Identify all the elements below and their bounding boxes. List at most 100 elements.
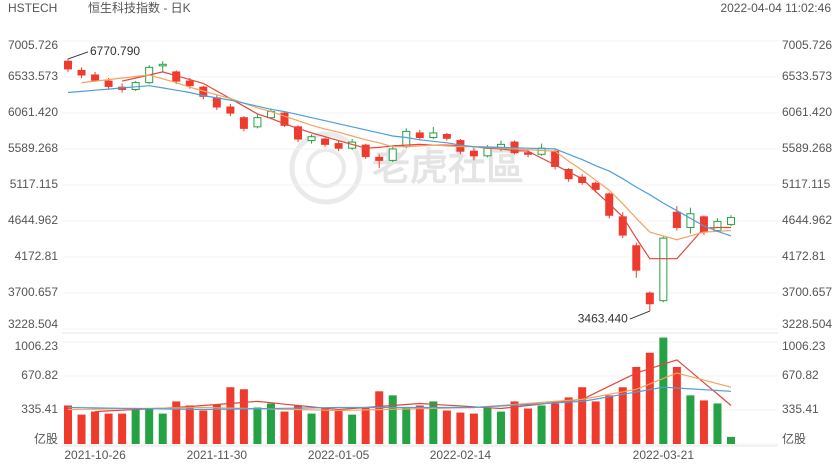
volume-bar xyxy=(672,366,681,444)
annotation-label: 3463.440 xyxy=(578,311,628,325)
volume-bar xyxy=(605,395,614,444)
x-tick-label: 2021-10-26 xyxy=(64,448,126,462)
y-tick-label-right: 670.82 xyxy=(782,368,819,382)
volume-bar xyxy=(524,408,533,444)
volume-bar xyxy=(727,436,735,444)
y-tick-label-right: 3228.504 xyxy=(782,317,832,331)
volume-bar xyxy=(415,405,424,444)
y-tick-label: 670.82 xyxy=(21,368,58,382)
volume-bar xyxy=(172,401,181,444)
volume-bar xyxy=(266,403,275,444)
candle-body xyxy=(91,74,100,81)
volume-bar xyxy=(131,409,140,444)
volume-bar xyxy=(496,411,505,444)
candle-body xyxy=(158,63,167,67)
candle-body xyxy=(77,69,86,76)
candle-body xyxy=(212,97,221,108)
y-tick-label: 3700.657 xyxy=(8,285,58,299)
timestamp: 2022-04-04 11:02:46 xyxy=(720,1,831,15)
volume-bar xyxy=(104,413,113,444)
volume-bar xyxy=(632,366,641,444)
candle-body xyxy=(375,156,384,161)
volume-bar xyxy=(334,410,343,444)
volume-bar xyxy=(483,407,492,444)
x-tick-label: 2022-02-14 xyxy=(430,448,492,462)
y-tick-label-right: 3700.657 xyxy=(782,285,832,299)
annotation-leader xyxy=(629,310,651,320)
volume-bar xyxy=(429,401,438,444)
moving-average-line xyxy=(95,359,732,413)
candle-body xyxy=(253,117,262,128)
y-tick-label-right: 335.41 xyxy=(782,402,819,416)
candle-body xyxy=(713,220,722,232)
candle-body xyxy=(64,60,72,70)
volume-bar xyxy=(348,414,357,444)
y-tick-label-right: 亿股 xyxy=(782,431,806,446)
volume-bar xyxy=(321,408,330,444)
y-tick-label: 3228.504 xyxy=(8,317,58,331)
volume-bar xyxy=(578,387,587,444)
volume-bar xyxy=(118,413,127,444)
candle-body xyxy=(672,211,681,228)
volume-bar xyxy=(659,337,668,444)
volume-bar xyxy=(185,405,194,444)
y-tick-label: 335.41 xyxy=(21,402,58,416)
y-tick-label: 1006.23 xyxy=(15,339,59,353)
y-tick-label-right: 6061.420 xyxy=(782,105,832,119)
volume-bar xyxy=(442,410,451,444)
volume-bar xyxy=(91,411,100,444)
volume-bar xyxy=(699,400,708,444)
volume-bar xyxy=(686,395,695,444)
volume-bar xyxy=(591,401,600,444)
y-tick-label: 4172.81 xyxy=(15,249,59,263)
y-tick-label-right: 4172.81 xyxy=(782,249,826,263)
annotation-label: 6770.790 xyxy=(90,44,140,58)
candle-body xyxy=(334,143,343,149)
y-tick-label-right: 7005.726 xyxy=(782,38,832,52)
volume-bar xyxy=(618,387,627,444)
candle-body xyxy=(591,182,600,190)
candle-body xyxy=(388,148,397,161)
volume-bar xyxy=(294,405,303,444)
candle-body xyxy=(632,245,641,271)
candle-body xyxy=(415,132,424,139)
candle-body xyxy=(321,138,330,145)
volume-bar xyxy=(645,352,654,444)
volume-bar xyxy=(239,389,248,444)
candle-body xyxy=(659,237,668,302)
candle-body xyxy=(239,117,248,129)
candle-body xyxy=(645,292,654,305)
candle-body xyxy=(402,130,411,148)
candle-body xyxy=(469,150,478,157)
candle-body xyxy=(226,106,235,114)
volume-bar xyxy=(402,407,411,444)
volume-bar xyxy=(510,401,519,444)
y-tick-label: 6533.573 xyxy=(8,69,58,83)
candle-body xyxy=(578,176,587,183)
y-tick-label-right: 6533.573 xyxy=(782,69,832,83)
volume-bar xyxy=(361,407,370,444)
candle-body xyxy=(442,133,451,139)
candle-body xyxy=(104,80,113,87)
volume-bar xyxy=(226,387,235,444)
volume-bar xyxy=(158,413,167,444)
volume-bar xyxy=(564,397,573,444)
volume-bar xyxy=(199,410,208,444)
volume-bar xyxy=(551,403,560,444)
candle-body xyxy=(185,80,194,87)
volume-bar xyxy=(280,411,289,444)
volume-bar xyxy=(375,391,384,444)
volume-bar xyxy=(253,407,262,444)
watermark: 老虎社區 xyxy=(372,147,524,189)
x-tick-label: 2022-01-05 xyxy=(308,448,370,462)
volume-bar xyxy=(456,412,465,444)
moving-average-line xyxy=(81,74,732,241)
volume-bar xyxy=(307,413,316,444)
volume-bar xyxy=(64,405,72,444)
y-tick-label: 7005.726 xyxy=(8,38,58,52)
annotation-leader xyxy=(67,51,89,60)
candle-body xyxy=(361,144,370,158)
candle-body xyxy=(294,126,303,140)
